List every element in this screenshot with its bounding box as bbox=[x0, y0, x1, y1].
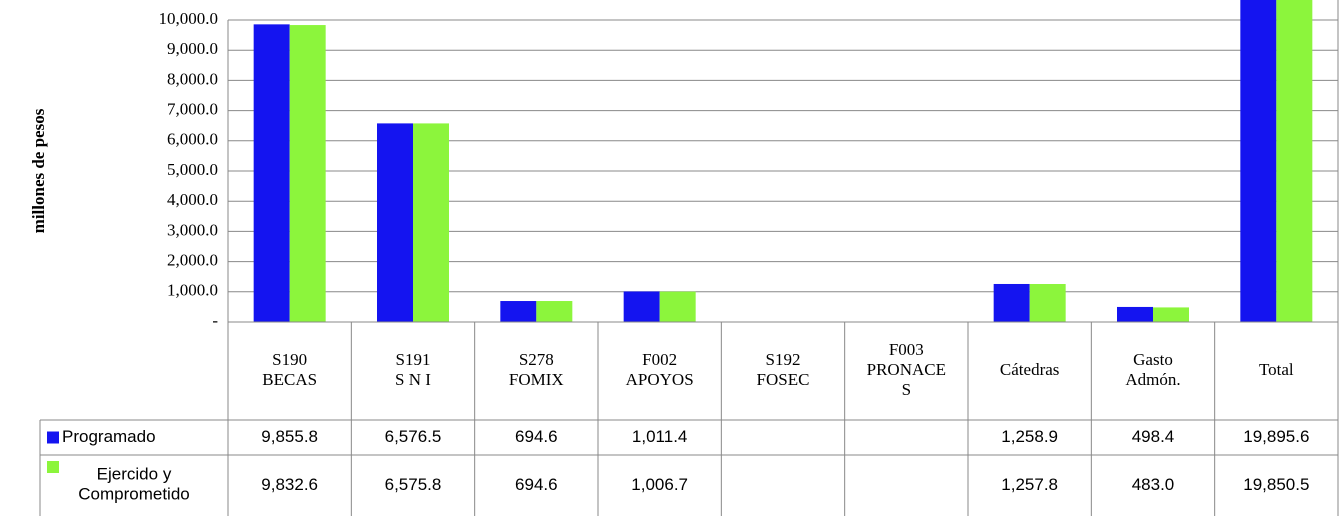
category-label: S192 FOSEC bbox=[757, 350, 810, 389]
bar bbox=[500, 301, 537, 322]
category-label: S278 FOMIX bbox=[509, 350, 564, 389]
y-tick-label: 3,000.0 bbox=[167, 220, 218, 239]
table-value: 19,850.5 bbox=[1243, 475, 1309, 494]
category-label: Gasto Admón. bbox=[1125, 350, 1180, 389]
category-label: S190 BECAS bbox=[262, 350, 317, 389]
y-tick-label: 7,000.0 bbox=[167, 100, 218, 119]
bars bbox=[253, 0, 1313, 322]
bar bbox=[377, 123, 413, 322]
bar bbox=[1117, 306, 1153, 322]
y-tick-label: 1,000.0 bbox=[167, 281, 218, 300]
table-value: 1,006.7 bbox=[631, 475, 688, 494]
table-value: 9,855.8 bbox=[261, 427, 318, 446]
y-axis-label: millones de pesos bbox=[29, 108, 48, 233]
table-value: 1,257.8 bbox=[1001, 475, 1058, 494]
bar bbox=[623, 291, 660, 322]
y-tick-label: 4,000.0 bbox=[167, 190, 218, 209]
category-label: Total bbox=[1259, 360, 1294, 379]
y-tick-label: 10,000.0 bbox=[159, 9, 219, 28]
bar bbox=[536, 301, 573, 322]
table-value: 1,258.9 bbox=[1001, 427, 1058, 446]
legend-swatch bbox=[47, 431, 59, 444]
table-value: 694.6 bbox=[515, 427, 558, 446]
bar bbox=[413, 123, 449, 322]
bar bbox=[659, 291, 696, 322]
y-tick-label: 6,000.0 bbox=[167, 130, 218, 149]
y-tick-label: - bbox=[212, 311, 218, 330]
y-tick-label: 9,000.0 bbox=[167, 39, 218, 58]
table-value: 19,895.6 bbox=[1243, 427, 1309, 446]
y-tick-label: 2,000.0 bbox=[167, 251, 218, 270]
legend-label: Ejercido y Comprometido bbox=[78, 465, 190, 504]
category-label: F002 APOYOS bbox=[626, 350, 694, 389]
y-tick-label: 5,000.0 bbox=[167, 160, 218, 179]
table-value: 9,832.6 bbox=[261, 475, 318, 494]
bar bbox=[289, 25, 326, 322]
bar bbox=[1153, 307, 1189, 322]
legend-swatch bbox=[47, 461, 59, 473]
category-label: Cátedras bbox=[1000, 360, 1059, 379]
table-value: 1,011.4 bbox=[632, 427, 687, 446]
category-label: F003 PRONACE S bbox=[867, 340, 946, 399]
category-label: S191 S N I bbox=[395, 350, 431, 389]
bar bbox=[993, 283, 1030, 322]
bar bbox=[1029, 284, 1066, 322]
legend-label: Programado bbox=[62, 427, 156, 446]
table-value: 498.4 bbox=[1132, 427, 1175, 446]
y-tick-label: 8,000.0 bbox=[167, 69, 218, 88]
table-value: 6,576.5 bbox=[385, 427, 442, 446]
table-value: 6,575.8 bbox=[385, 475, 442, 494]
table-value: 483.0 bbox=[1132, 475, 1175, 494]
bar bbox=[253, 24, 290, 322]
bar bbox=[1276, 0, 1313, 322]
table-value: 694.6 bbox=[515, 475, 558, 494]
bar bbox=[1240, 0, 1277, 322]
